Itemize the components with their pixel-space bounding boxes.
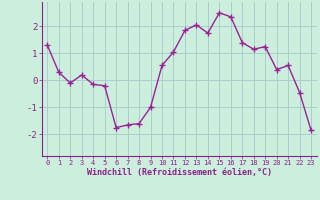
- X-axis label: Windchill (Refroidissement éolien,°C): Windchill (Refroidissement éolien,°C): [87, 168, 272, 177]
